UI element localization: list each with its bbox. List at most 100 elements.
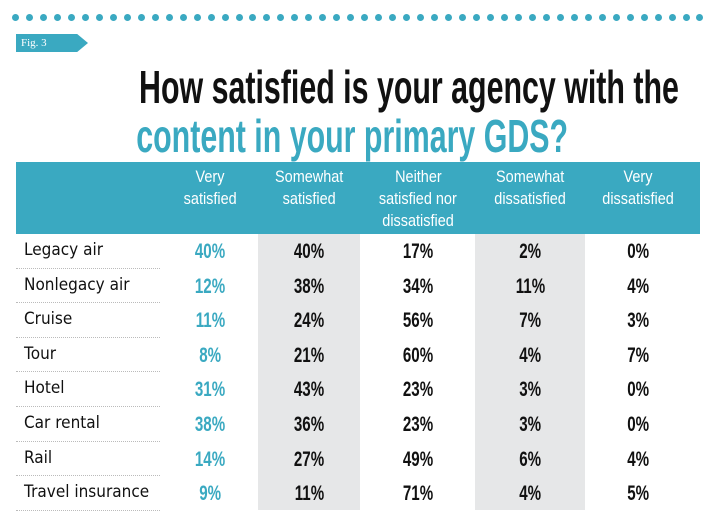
value-text: 17% [402,240,434,263]
value-cell: 43% [269,372,349,408]
value-text: 2% [519,240,541,263]
value-text: 4% [519,343,541,367]
title-text-1: How satisfied is your agency with the [139,61,679,113]
value-text: 60% [402,343,434,367]
value-text: 3% [519,378,541,402]
value-cell: 38% [269,269,349,305]
column-header: Neither satisfied nor dissatisfied [353,166,483,232]
value-cell: 0% [598,407,678,443]
dot [12,14,19,21]
column-header-line: satisfied [183,189,237,208]
dot [570,14,578,21]
dot [668,14,676,21]
value-text: 24% [293,309,325,333]
value-cell: 23% [378,372,458,408]
figure-tag: Fig. 3 [16,34,88,52]
value-text: 4% [519,482,541,506]
dot [207,14,215,21]
column-header-line: dissatisfied [494,189,566,208]
column-header-line: dissatisfied [602,189,674,208]
dot [654,14,662,21]
value-text: 0% [627,413,649,436]
table-row: Travel insurance 9% 11% 71% 4% 5% [0,476,704,511]
row-divider [16,509,160,511]
dot [445,14,453,21]
row-divider [16,371,160,373]
dot [542,14,550,21]
value-text: 14% [194,447,226,471]
dot [151,14,159,21]
value-cell: 38% [170,407,250,443]
dot [109,14,117,21]
dot [193,14,201,21]
value-cell: 4% [490,476,570,512]
dot [486,14,494,21]
value-cell: 9% [170,476,250,512]
value-cell: 21% [269,338,349,374]
value-cell: 11% [269,476,349,512]
dot [305,14,313,21]
value-text: 23% [402,413,434,436]
dot [67,14,75,21]
column-header: Somewhat dissatisfied [465,166,595,210]
dot [626,14,634,21]
column-header-line: Very [623,167,653,186]
value-text: 71% [402,482,434,506]
value-text: 11% [294,482,324,506]
value-cell: 0% [598,372,678,408]
dot [556,14,564,21]
table-row: Hotel 31% 43% 23% 3% 0% [0,372,704,407]
value-cell: 2% [490,234,570,270]
value-text: 0% [627,378,649,402]
value-cell: 0% [598,234,678,270]
value-cell: 4% [490,338,570,374]
dot [584,14,592,21]
dot [179,14,187,21]
column-header-line: Somewhat [495,167,565,186]
row-label: Tour [24,343,57,364]
value-cell: 24% [269,303,349,339]
value-text: 38% [293,274,325,298]
row-divider [16,405,160,407]
dot [249,14,257,21]
table-row: Nonlegacy air 12% 38% 34% 11% 4% [0,269,704,304]
row-label: Hotel [24,378,65,399]
dot [347,14,355,21]
table-row: Rail 14% 27% 49% 6% 4% [0,442,704,477]
value-text: 6% [519,447,541,471]
dot [500,14,508,21]
value-text: 43% [293,378,325,402]
value-text: 21% [293,343,325,367]
value-cell: 7% [490,303,570,339]
value-text: 8% [199,343,221,367]
value-cell: 4% [598,442,678,478]
dot [95,14,103,21]
row-label: Car rental [24,413,100,433]
value-cell: 36% [269,407,349,443]
column-header: Very satisfied [145,166,275,210]
value-text: 36% [293,413,325,436]
value-text: 7% [627,343,649,367]
dot [417,14,425,21]
dot [123,14,131,21]
dot [235,14,243,21]
row-divider [16,302,160,304]
dot [291,14,299,21]
value-cell: 11% [490,269,570,305]
row-label: Travel insurance [24,482,150,503]
value-cell: 27% [269,442,349,478]
value-cell: 4% [598,269,678,305]
table-row: Tour 8% 21% 60% 4% 7% [0,338,704,373]
value-text: 23% [402,378,434,402]
value-cell: 12% [170,269,250,305]
value-cell: 11% [170,303,250,339]
value-cell: 5% [598,476,678,512]
value-text: 56% [402,309,434,333]
column-header-line: Neither [394,167,442,186]
dot [514,14,522,21]
value-text: 3% [627,309,649,333]
row-label: Legacy air [24,240,104,260]
value-cell: 6% [490,442,570,478]
dot [403,14,411,21]
dot [221,14,229,21]
